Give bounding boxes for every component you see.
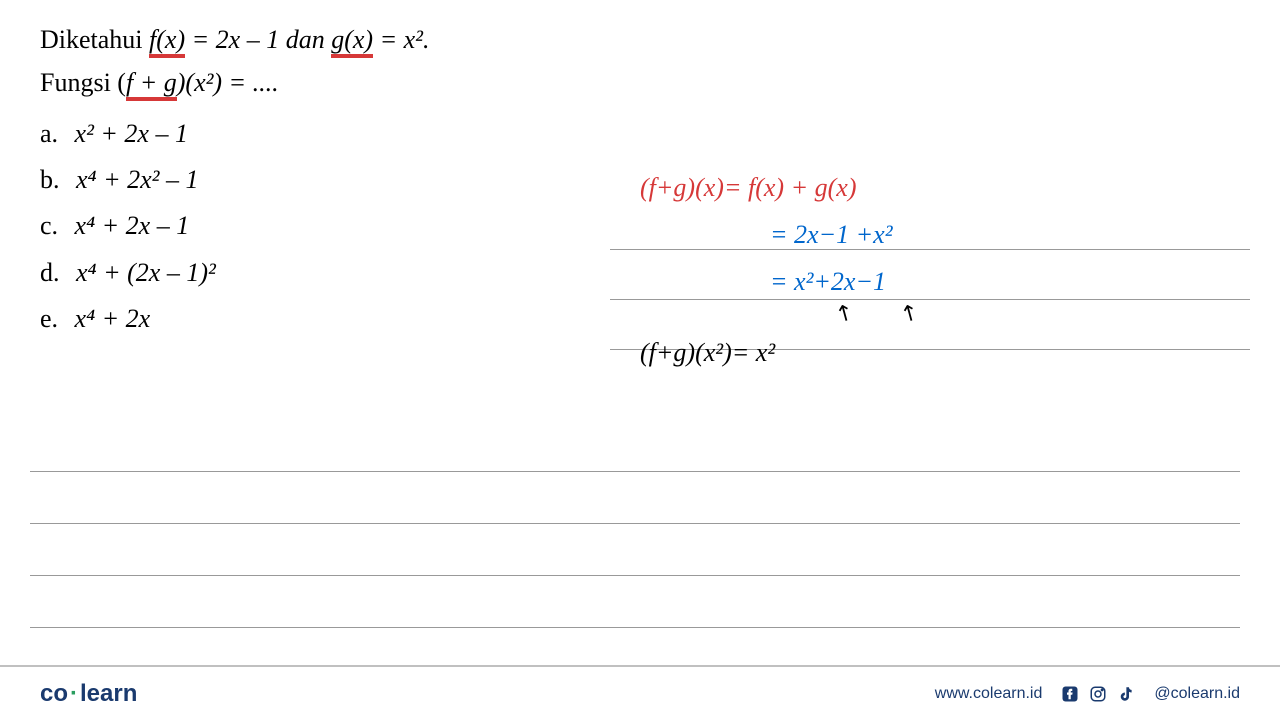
hw-line1-left: (f+g)(x)= xyxy=(640,173,742,202)
fplusg-underlined: f + g xyxy=(126,68,177,101)
text-fungsi-post: )(x²) = .... xyxy=(177,68,279,97)
option-e-label: e. xyxy=(40,304,58,333)
hw-line3: = x²+2x−1 xyxy=(770,267,886,296)
text-eq2: = x². xyxy=(373,25,429,54)
logo-learn: learn xyxy=(80,680,137,707)
ruled-lines-full xyxy=(30,420,1240,628)
option-d-label: d. xyxy=(40,258,60,287)
option-b-label: b. xyxy=(40,165,60,194)
gx-underlined: g(x) xyxy=(331,25,373,58)
logo-dot-icon: · xyxy=(70,680,78,707)
hw-line2: = 2x−1 +x² xyxy=(770,220,893,249)
text-eq1: = 2x – 1 dan xyxy=(185,25,331,54)
option-b-expr: x⁴ + 2x² – 1 xyxy=(76,165,198,194)
footer-url: www.colearn.id xyxy=(935,685,1043,703)
social-icons xyxy=(1060,684,1136,704)
option-c-expr: x⁴ + 2x – 1 xyxy=(75,211,190,240)
option-e-expr: x⁴ + 2x xyxy=(75,304,151,333)
footer-handle: @colearn.id xyxy=(1154,685,1240,703)
facebook-icon xyxy=(1060,684,1080,704)
option-a: a. x² + 2x – 1 xyxy=(40,112,1240,156)
text-fungsi: Fungsi ( xyxy=(40,68,126,97)
logo-co: co xyxy=(40,680,68,707)
tiktok-icon xyxy=(1116,684,1136,704)
handwriting-area: (f+g)(x)= f(x) + g(x) = 2x−1 +x² = x²+2x… xyxy=(640,165,1240,377)
text-diketahui: Diketahui xyxy=(40,25,149,54)
option-a-label: a. xyxy=(40,119,58,148)
footer-right: www.colearn.id @colearn.id xyxy=(935,684,1240,704)
fx-underlined: f(x) xyxy=(149,25,185,58)
hw-line4-right: x² xyxy=(749,338,775,367)
hw-line1-right: f(x) + g(x) xyxy=(742,173,857,202)
instagram-icon xyxy=(1088,684,1108,704)
problem-statement: Diketahui f(x) = 2x – 1 dan g(x) = x². F… xyxy=(40,20,1240,102)
footer: co·learn www.colearn.id @colearn.id xyxy=(0,665,1280,720)
logo: co·learn xyxy=(40,680,137,708)
option-c-label: c. xyxy=(40,211,58,240)
option-d-expr: x⁴ + (2x – 1)² xyxy=(76,258,216,287)
hw-line4-left: (f+g)(x²)= xyxy=(640,338,749,367)
option-a-expr: x² + 2x – 1 xyxy=(75,119,188,148)
